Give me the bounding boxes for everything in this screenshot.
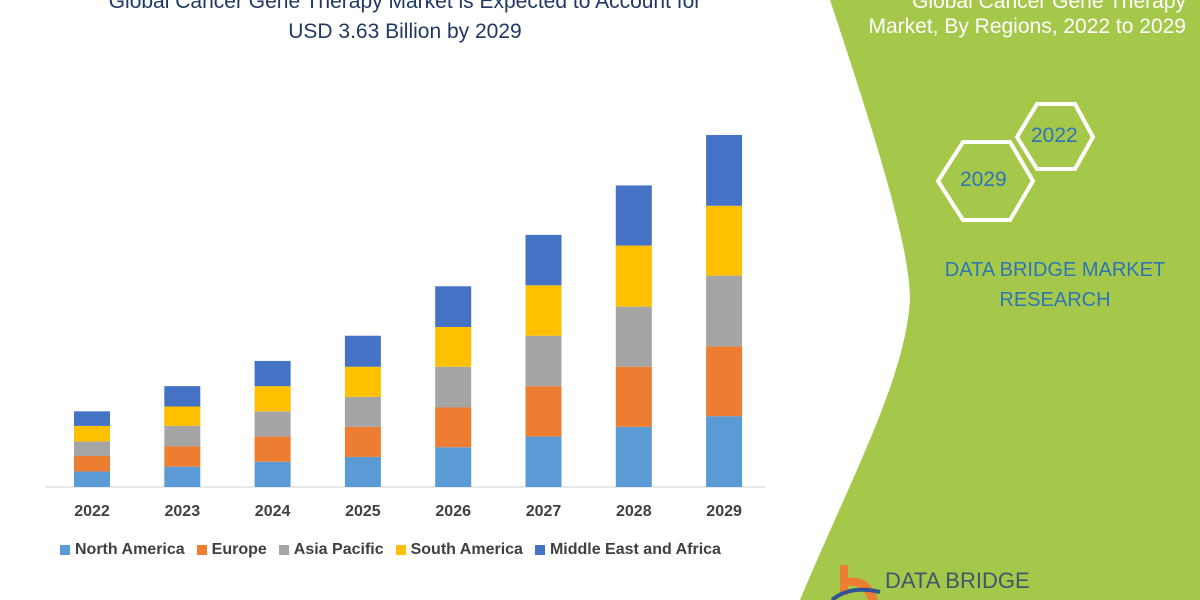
bar-segment-2025-asia-pacific <box>344 396 381 427</box>
bar-segment-2024-south-america <box>254 386 291 412</box>
bar-segment-2023-north-america <box>164 466 201 487</box>
chart-title-line-2: USD 3.63 Billion by 2029 <box>288 20 522 43</box>
legend-item: Asia Pacific <box>278 541 384 559</box>
bar-segment-2022-south-america <box>74 425 110 442</box>
bar-segment-2029-asia-pacific <box>706 275 743 347</box>
x-tick-label: 2028 <box>616 503 652 520</box>
bar-segment-2028-asia-pacific <box>615 306 652 367</box>
bar-segment-2027-middle-east-and-africa <box>525 234 562 286</box>
legend-swatch <box>278 545 289 555</box>
legend-label: Europe <box>211 541 267 558</box>
bar-segment-2025-europe <box>344 426 381 457</box>
logo-icon <box>830 565 881 600</box>
bar-segment-2025-middle-east-and-africa <box>344 335 381 367</box>
bar-segment-2022-middle-east-and-africa <box>74 411 110 426</box>
x-tick-label: 2024 <box>254 503 291 520</box>
green-side-panel <box>800 0 1200 600</box>
x-tick-label: 2029 <box>706 503 742 520</box>
bar-segment-2026-middle-east-and-africa <box>435 286 472 327</box>
legend-item: Middle East and Africa <box>534 541 721 559</box>
hexagon-2029 <box>935 140 1036 222</box>
bar-segment-2028-europe <box>615 366 652 427</box>
bar-segment-2027-south-america <box>525 285 562 336</box>
bar-segment-2023-south-america <box>164 406 201 426</box>
bar-segment-2025-south-america <box>344 366 381 397</box>
bar-segment-2023-middle-east-and-africa <box>164 386 201 407</box>
x-tick-label: 2022 <box>74 503 110 520</box>
bar-segment-2027-europe <box>525 386 562 437</box>
bar-segment-2026-asia-pacific <box>435 366 472 408</box>
panel-title-line-1: Global Cancer Gene Therapy <box>912 0 1186 13</box>
bar-segment-2024-north-america <box>254 461 291 487</box>
legend-label: Middle East and Africa <box>549 541 721 558</box>
legend-item: Europe <box>196 541 267 559</box>
bar-segment-2026-europe <box>435 407 472 448</box>
x-tick-label: 2023 <box>164 503 201 520</box>
bar-segment-2022-north-america <box>74 471 110 487</box>
x-tick-label: 2025 <box>345 503 381 520</box>
bars <box>74 135 743 487</box>
bar-segment-2026-south-america <box>435 327 472 367</box>
legend-item: North America <box>60 541 185 559</box>
bar-segment-2026-north-america <box>435 447 472 487</box>
legend-swatch <box>196 545 207 555</box>
logo-text: DATA BRIDGE <box>885 568 1030 593</box>
bar-segment-2022-europe <box>74 455 110 472</box>
legend-label: Asia Pacific <box>293 541 384 558</box>
bar-segment-2025-north-america <box>344 456 381 487</box>
bar-segment-2023-europe <box>164 446 201 467</box>
legend-item: South America <box>395 541 523 559</box>
bar-segment-2024-middle-east-and-africa <box>254 360 291 387</box>
bar-segment-2028-south-america <box>615 245 652 307</box>
bar-segment-2028-middle-east-and-africa <box>615 185 652 246</box>
bar-segment-2029-middle-east-and-africa <box>706 135 743 206</box>
bar-segment-2029-europe <box>706 346 743 417</box>
hexagon-2022 <box>1014 102 1096 171</box>
x-tick-label: 2027 <box>525 503 562 520</box>
bar-segment-2024-asia-pacific <box>254 411 291 437</box>
legend: North America Europe Asia Pacific South Ame… <box>60 541 721 559</box>
bar-segment-2027-asia-pacific <box>525 335 562 387</box>
legend-swatch <box>534 545 545 555</box>
brand-name: DATA BRIDGE MARKET RESEARCH <box>944 259 1166 311</box>
legend-swatch <box>395 545 406 555</box>
bar-segment-2022-asia-pacific <box>74 441 110 456</box>
bar-segment-2027-north-america <box>525 436 562 487</box>
panel-title-line-2: Market, By Regions, 2022 to 2029 <box>868 15 1186 38</box>
legend-swatch <box>60 545 70 555</box>
legend-label: North America <box>75 541 185 558</box>
bar-segment-2024-europe <box>254 436 291 462</box>
x-tick-label: 2026 <box>435 503 471 520</box>
hex-label-2022: 2022 <box>1031 124 1078 147</box>
chart-title-line-1: Global Cancer Gene Therapy Market is Exp… <box>108 0 702 13</box>
legend-label: South America <box>410 541 523 558</box>
bar-segment-2029-south-america <box>706 205 743 276</box>
hex-label-2029: 2029 <box>960 168 1007 191</box>
bar-segment-2023-asia-pacific <box>164 425 201 447</box>
bar-segment-2029-north-america <box>706 416 743 487</box>
bar-segment-2028-north-america <box>615 426 652 487</box>
